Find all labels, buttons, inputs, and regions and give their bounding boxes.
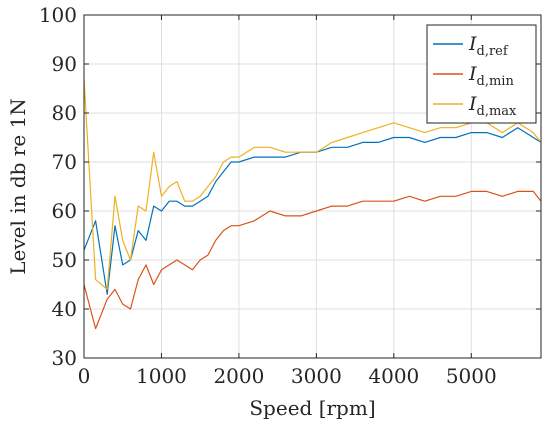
y-tick-label: 70 [52,150,77,174]
legend-label: Id,min [468,63,514,89]
x-tick-label: 1000 [136,364,187,388]
series-line-d-max [83,78,542,290]
series-line-d-ref [83,127,542,295]
series-lines [83,78,542,330]
x-tick-label: 3000 [291,364,342,388]
y-tick-label: 30 [52,346,77,370]
x-tick-label: 0 [78,364,91,388]
plot-area-frame [83,14,542,359]
series-line-d-min [83,190,542,330]
y-tick-label: 80 [52,101,77,125]
x-axis-title: Speed [rpm] [249,396,375,420]
y-tick-label: 40 [52,297,77,321]
x-tick-label: 4000 [368,364,419,388]
y-tick-label: 90 [52,52,77,76]
x-tick-label: 2000 [213,364,264,388]
legend: Id,ref Id,min Id,max [426,24,537,124]
y-tick-label: 100 [39,3,77,27]
x-tick-label: 5000 [446,364,497,388]
y-tick-label: 60 [52,199,77,223]
legend-label: Id,ref [468,33,509,59]
legend-label: Id,max [468,93,517,119]
y-tick-label: 50 [52,248,77,272]
grid [83,14,541,359]
y-axis-title: Level in db re 1N [6,98,30,275]
